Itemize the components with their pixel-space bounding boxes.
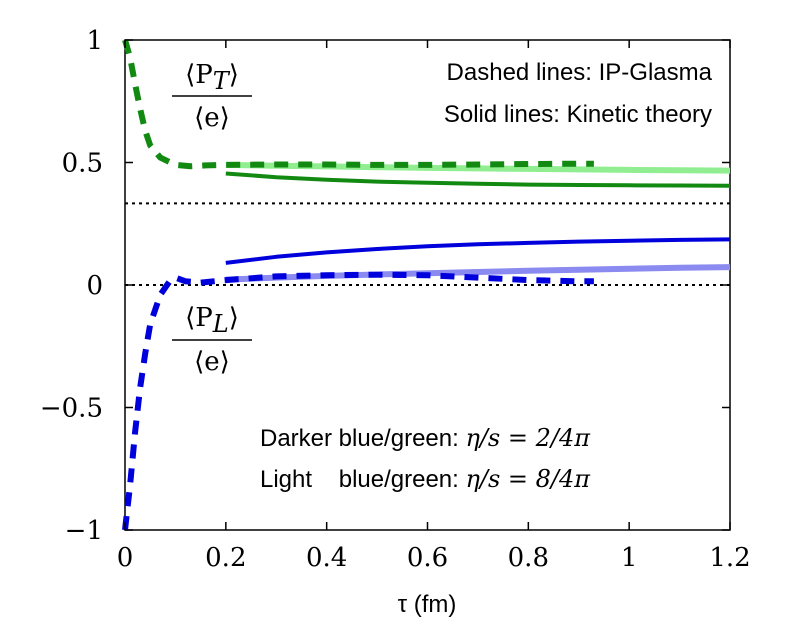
pl-num: ⟨P [185, 303, 213, 333]
svg-text:Darker blue/green: η/s = 2/4π: Darker blue/green: η/s = 2/4π [260, 424, 591, 452]
darker-label: Darker blue/green: [260, 425, 465, 452]
y-tick-label-2: 0 [86, 271, 103, 301]
pt-den: ⟨e⟩ [194, 103, 230, 133]
pt-sub: T [213, 67, 231, 95]
legend-dashed: Dashed lines: IP-Glasma [447, 59, 713, 86]
reference-lines [125, 202, 730, 286]
pt-close: ⟩ [229, 60, 239, 90]
x-tick-label-5: 1 [621, 543, 638, 573]
x-tick-label-6: 1.2 [709, 543, 750, 573]
x-tick-label-1: 0.2 [205, 543, 246, 573]
series-layer [122, 39, 731, 531]
x-tick-label-2: 0.4 [306, 543, 347, 573]
darker-label-line: Darker blue/green: η/s = 2/4π [260, 424, 591, 452]
legend-solid: Solid lines: Kinetic theory [444, 101, 712, 128]
x-axis-label: τ (fm) [398, 591, 457, 618]
darker-math: η/s = 2/4π [465, 424, 591, 452]
pl-den: ⟨e⟩ [194, 347, 230, 377]
pt-num: ⟨P [185, 60, 213, 90]
y-axis-ticks: −1 −0.5 0 0.5 1 [40, 26, 730, 546]
y-tick-label-0: −1 [65, 516, 103, 546]
series-line-2 [225, 237, 731, 265]
y-tick-label-4: 1 [86, 26, 103, 56]
light-label: Light blue/green: [260, 466, 465, 493]
pt-over-e-annotation: ⟨PT⟩ ⟨e⟩ [172, 60, 252, 133]
pl-sub: L [212, 310, 229, 338]
x-tick-label-3: 0.6 [407, 543, 448, 573]
pl-over-e-annotation: ⟨PL⟩ ⟨e⟩ [172, 303, 252, 377]
y-tick-label-1: −0.5 [40, 394, 103, 424]
x-axis-ticks: 0 0.2 0.4 0.6 0.8 1 1.2 [117, 40, 751, 573]
series-line-5 [122, 271, 594, 531]
x-tick-label-0: 0 [117, 543, 134, 573]
series-line-4 [122, 39, 594, 170]
x-tick-label-4: 0.8 [508, 543, 549, 573]
light-label-line: Light blue/green: η/s = 8/4π [260, 465, 591, 493]
series-line-1 [225, 171, 731, 188]
svg-text:Light blue/green: η/s = 8/4: Light blue/green: η/s = 8/4π [260, 465, 591, 493]
svg-text:⟨PT⟩: ⟨PT⟩ [185, 60, 239, 95]
svg-text:⟨PL⟩: ⟨PL⟩ [185, 303, 239, 338]
y-tick-label-3: 0.5 [62, 149, 103, 179]
pl-close: ⟩ [229, 303, 239, 333]
light-math: η/s = 8/4π [465, 465, 591, 493]
